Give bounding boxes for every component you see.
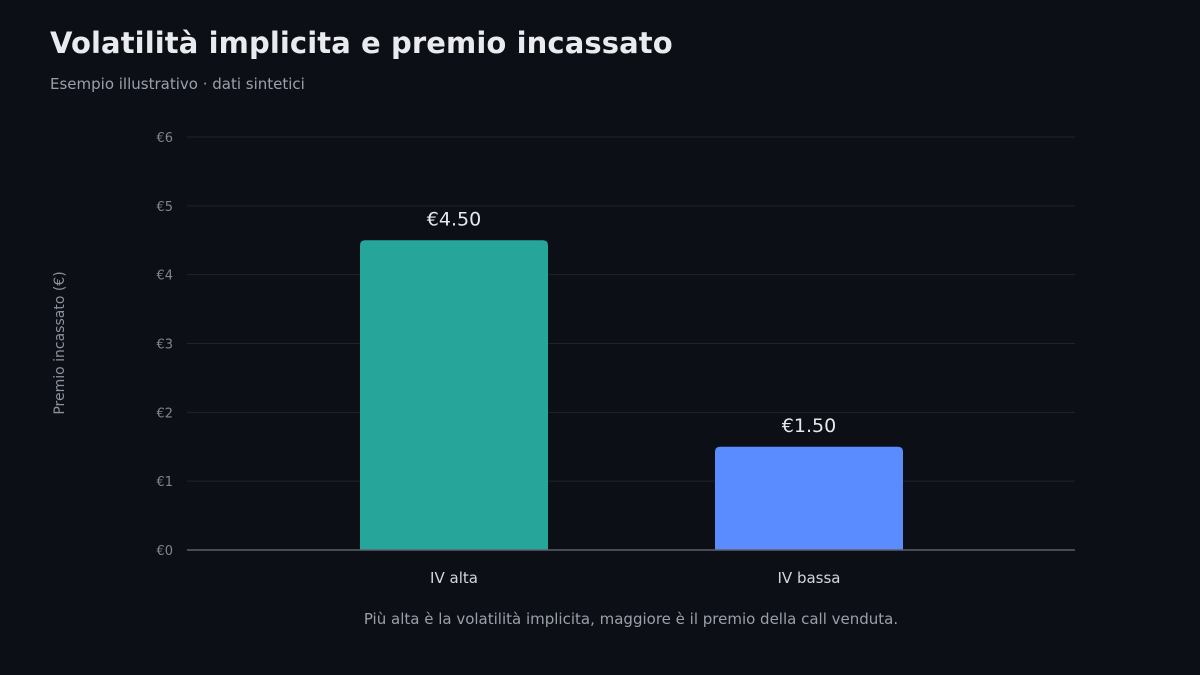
bar-value-label: €4.50 <box>427 208 481 230</box>
gridlines <box>187 136 1075 482</box>
y-axis-ticks: €0 €1 €2 €3 €4 €5 €6 <box>156 131 173 559</box>
x-category-label: IV alta <box>430 569 478 587</box>
value-labels: €4.50 €1.50 <box>427 208 836 437</box>
y-tick-label: €0 <box>156 544 173 559</box>
bar-iv-bassa <box>715 446 903 550</box>
y-tick-label: €5 <box>156 200 173 215</box>
y-tick-label: €2 <box>156 406 173 421</box>
x-axis-categories: IV alta IV bassa <box>430 569 840 587</box>
y-axis-label: Premio incassato (€) <box>52 271 68 415</box>
x-category-label: IV bassa <box>778 569 841 587</box>
chart-subtitle: Esempio illustrativo · dati sintetici <box>50 75 305 93</box>
bars <box>360 240 903 550</box>
y-tick-label: €1 <box>156 475 173 490</box>
y-tick-label: €3 <box>156 338 173 353</box>
bar-iv-alta <box>360 240 548 550</box>
chart-title: Volatilità implicita e premio incassato <box>50 26 673 60</box>
y-tick-label: €6 <box>156 131 173 146</box>
bar-value-label: €1.50 <box>782 415 836 437</box>
chart-caption: Più alta è la volatilità implicita, magg… <box>363 610 899 628</box>
y-tick-label: €4 <box>156 269 173 284</box>
